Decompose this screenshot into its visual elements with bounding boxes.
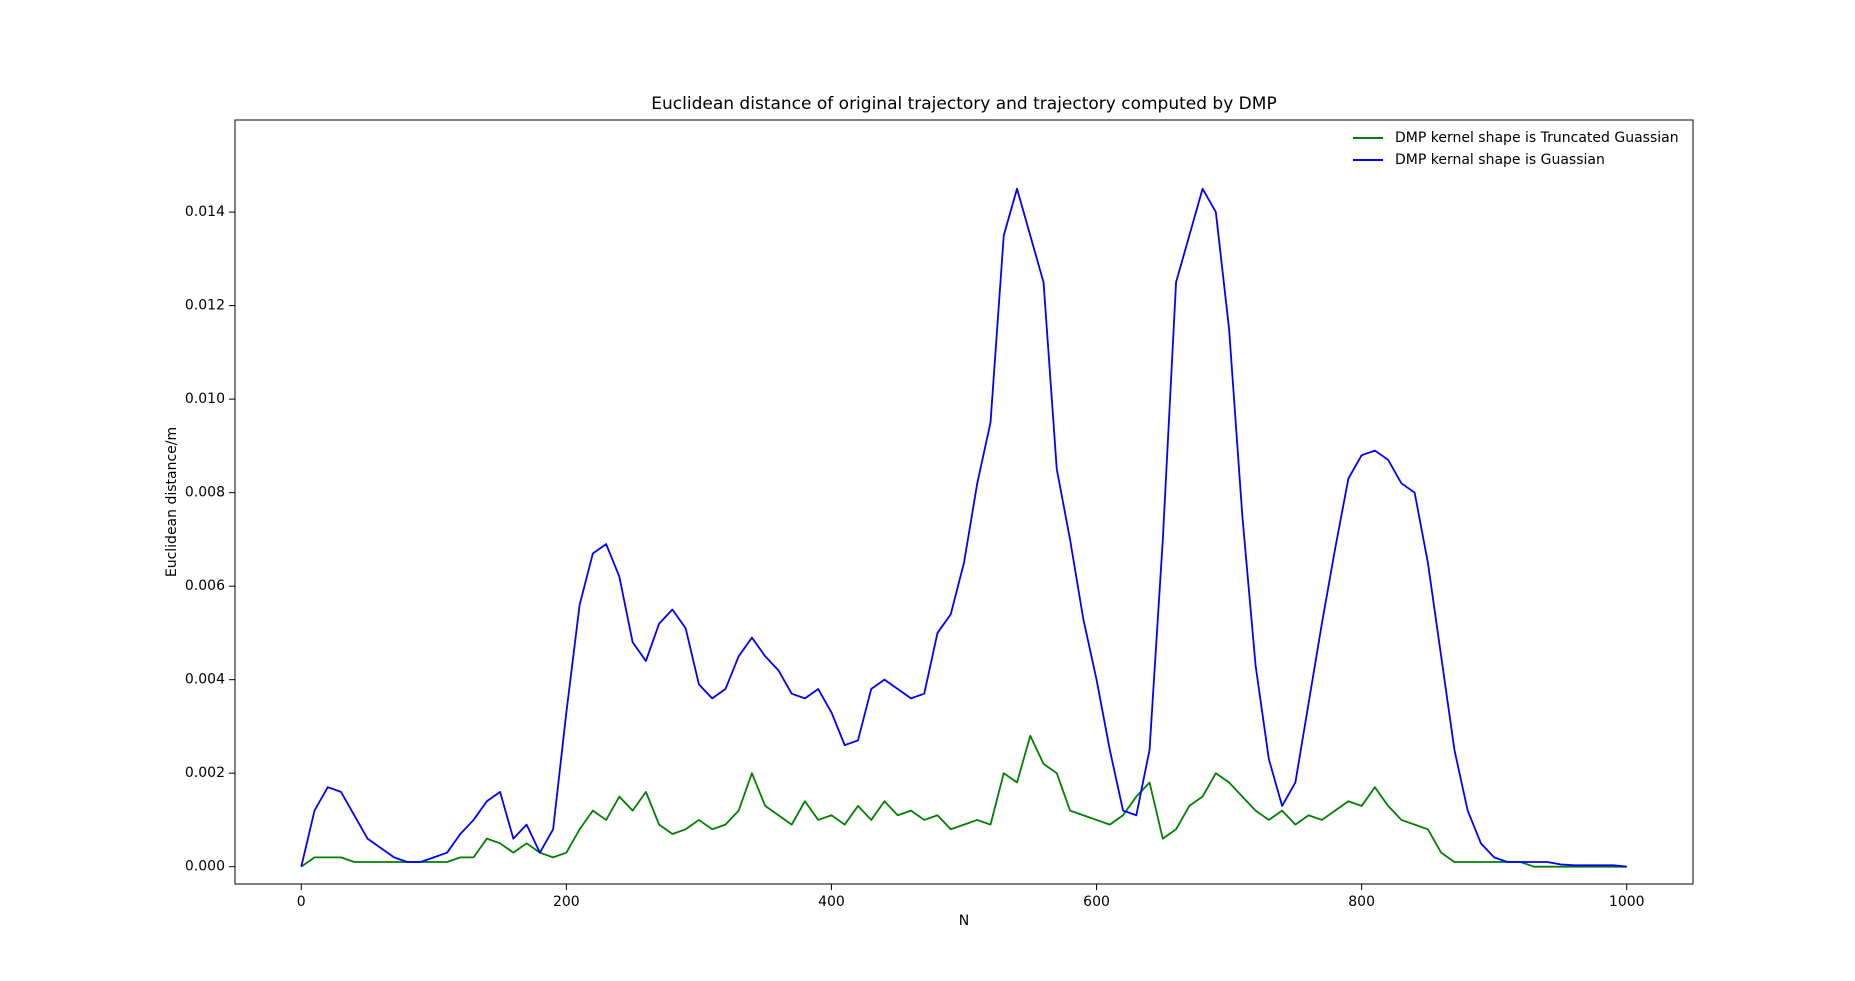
line-series	[300, 734, 1627, 868]
y-tick-label: 0.010	[185, 391, 225, 407]
y-tick-label: 0.008	[185, 485, 225, 501]
y-tick-label: 0.006	[185, 578, 225, 594]
y-tick-label: 0.012	[185, 298, 225, 314]
x-tick-label: 1000	[1609, 894, 1645, 910]
y-tick-label: 0.000	[185, 859, 225, 875]
x-tick-label: 800	[1348, 894, 1375, 910]
chart-title: Euclidean distance of original trajector…	[651, 94, 1276, 114]
x-tick-label: 600	[1083, 894, 1110, 910]
y-tick-label: 0.014	[185, 204, 225, 220]
y-tick-label: 0.002	[185, 765, 225, 781]
line-series	[300, 187, 1627, 868]
x-axis-label: N	[959, 913, 969, 929]
y-tick-label: 0.004	[185, 672, 225, 688]
plot-frame	[234, 119, 1694, 885]
x-tick-label: 200	[553, 894, 580, 910]
legend-label: DMP kernel shape is Truncated Guassian	[1395, 130, 1679, 146]
y-axis-label: Euclidean distance/m	[164, 427, 180, 577]
x-tick-label: 0	[297, 894, 306, 910]
legend-label: DMP kernal shape is Guassian	[1395, 152, 1605, 168]
x-tick-label: 400	[818, 894, 845, 910]
